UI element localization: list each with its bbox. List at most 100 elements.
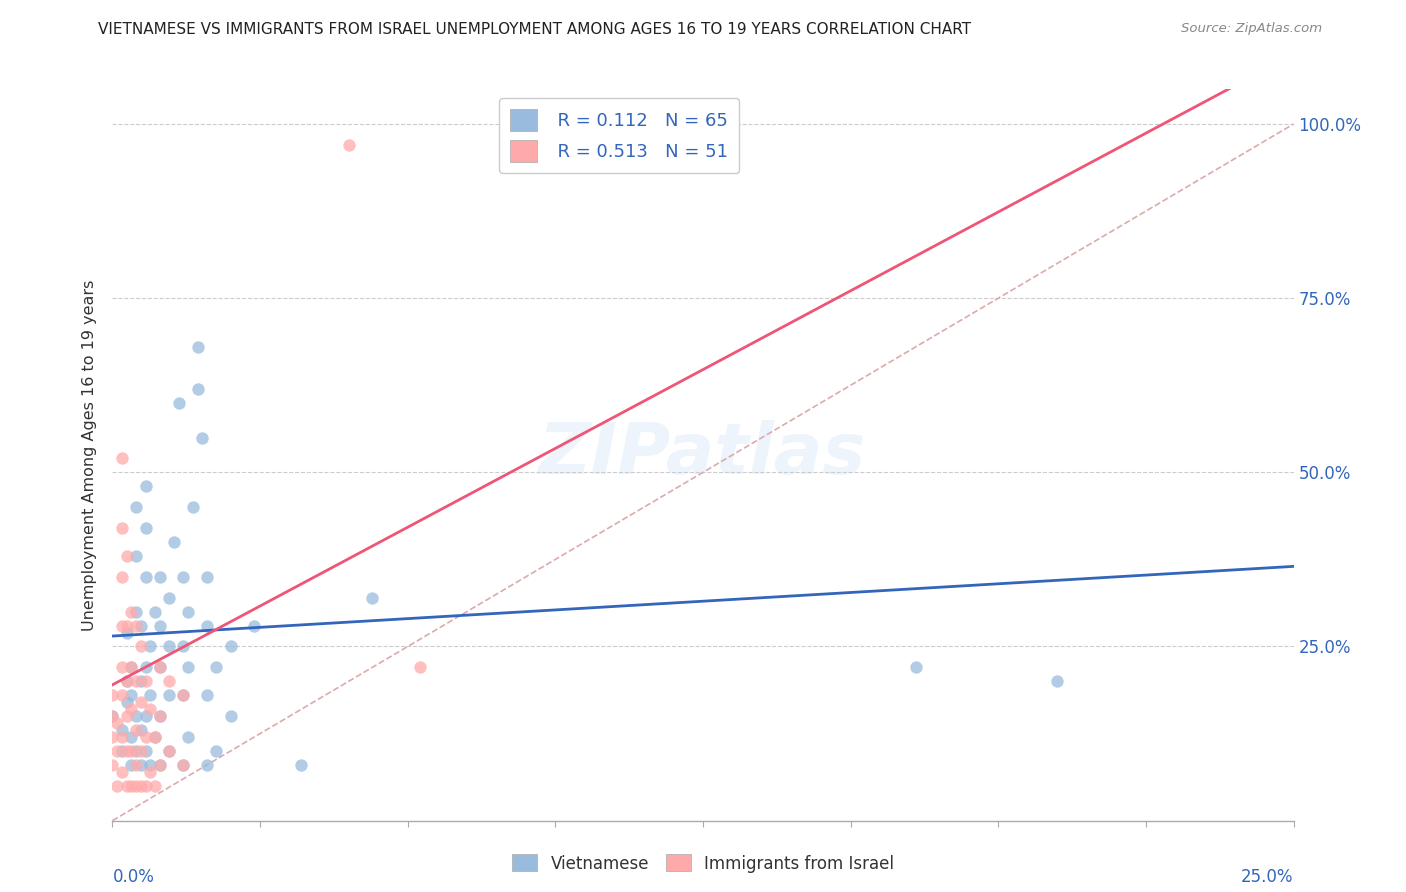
Point <box>125 758 148 772</box>
Point <box>172 570 194 584</box>
Point <box>172 688 194 702</box>
Point <box>408 660 430 674</box>
Point <box>139 702 162 716</box>
Point <box>111 618 134 632</box>
Point <box>186 340 208 354</box>
Point <box>149 709 172 723</box>
Point <box>111 688 134 702</box>
Point <box>139 764 162 779</box>
Point <box>111 660 134 674</box>
Point <box>149 660 172 674</box>
Point <box>361 591 384 605</box>
Point <box>139 688 162 702</box>
Point <box>149 758 172 772</box>
Point <box>135 570 157 584</box>
Point <box>135 744 157 758</box>
Text: 25.0%: 25.0% <box>1241 868 1294 886</box>
Point <box>115 549 138 563</box>
Point <box>115 674 138 689</box>
Point <box>135 730 157 744</box>
Point <box>125 605 148 619</box>
Point <box>125 674 148 689</box>
Point <box>115 709 138 723</box>
Point <box>135 674 157 689</box>
Point <box>120 688 142 702</box>
Point <box>157 674 180 689</box>
Point <box>149 660 172 674</box>
Point <box>139 758 162 772</box>
Point <box>157 640 180 654</box>
Point <box>143 779 166 793</box>
Point <box>143 730 166 744</box>
Point <box>125 618 148 632</box>
Point <box>243 618 266 632</box>
Text: VIETNAMESE VS IMMIGRANTS FROM ISRAEL UNEMPLOYMENT AMONG AGES 16 TO 19 YEARS CORR: VIETNAMESE VS IMMIGRANTS FROM ISRAEL UNE… <box>98 22 972 37</box>
Point <box>172 758 194 772</box>
Point <box>337 137 360 152</box>
Point <box>195 688 218 702</box>
Point <box>135 779 157 793</box>
Point <box>111 730 134 744</box>
Point <box>101 709 124 723</box>
Point <box>149 709 172 723</box>
Point <box>135 709 157 723</box>
Point <box>219 640 242 654</box>
Point <box>163 535 186 549</box>
Text: 0.0%: 0.0% <box>112 868 155 886</box>
Point <box>139 640 162 654</box>
Point <box>135 521 157 535</box>
Point <box>167 395 190 409</box>
Point <box>120 744 142 758</box>
Point <box>149 758 172 772</box>
Point <box>172 688 194 702</box>
Point <box>111 521 134 535</box>
Point <box>105 779 128 793</box>
Point <box>177 605 200 619</box>
Point <box>101 709 124 723</box>
Point <box>186 382 208 396</box>
Point <box>105 716 128 731</box>
Point <box>129 640 152 654</box>
Point <box>120 660 142 674</box>
Point <box>177 730 200 744</box>
Point <box>157 744 180 758</box>
Point <box>195 618 218 632</box>
Point <box>120 702 142 716</box>
Point <box>904 660 927 674</box>
Point <box>129 695 152 709</box>
Point <box>120 605 142 619</box>
Point <box>115 618 138 632</box>
Point <box>120 779 142 793</box>
Point <box>125 723 148 737</box>
Point <box>149 570 172 584</box>
Point <box>135 479 157 493</box>
Point <box>143 730 166 744</box>
Point <box>120 660 142 674</box>
Point <box>105 744 128 758</box>
Point <box>129 674 152 689</box>
Point <box>125 779 148 793</box>
Point <box>111 570 134 584</box>
Point <box>111 764 134 779</box>
Point <box>125 744 148 758</box>
Point <box>219 709 242 723</box>
Point <box>125 709 148 723</box>
Point <box>129 779 152 793</box>
Legend: Vietnamese, Immigrants from Israel: Vietnamese, Immigrants from Israel <box>505 847 901 880</box>
Point <box>149 618 172 632</box>
Point <box>129 758 152 772</box>
Point <box>115 674 138 689</box>
Point <box>129 618 152 632</box>
Point <box>157 744 180 758</box>
Point <box>101 730 124 744</box>
Point <box>129 723 152 737</box>
Legend:   R = 0.112   N = 65,   R = 0.513   N = 51: R = 0.112 N = 65, R = 0.513 N = 51 <box>499 98 740 173</box>
Point <box>191 430 214 444</box>
Point <box>101 688 124 702</box>
Point <box>157 688 180 702</box>
Point <box>290 758 312 772</box>
Point <box>195 570 218 584</box>
Point <box>172 758 194 772</box>
Text: ZIPatlas: ZIPatlas <box>540 420 866 490</box>
Point <box>129 744 152 758</box>
